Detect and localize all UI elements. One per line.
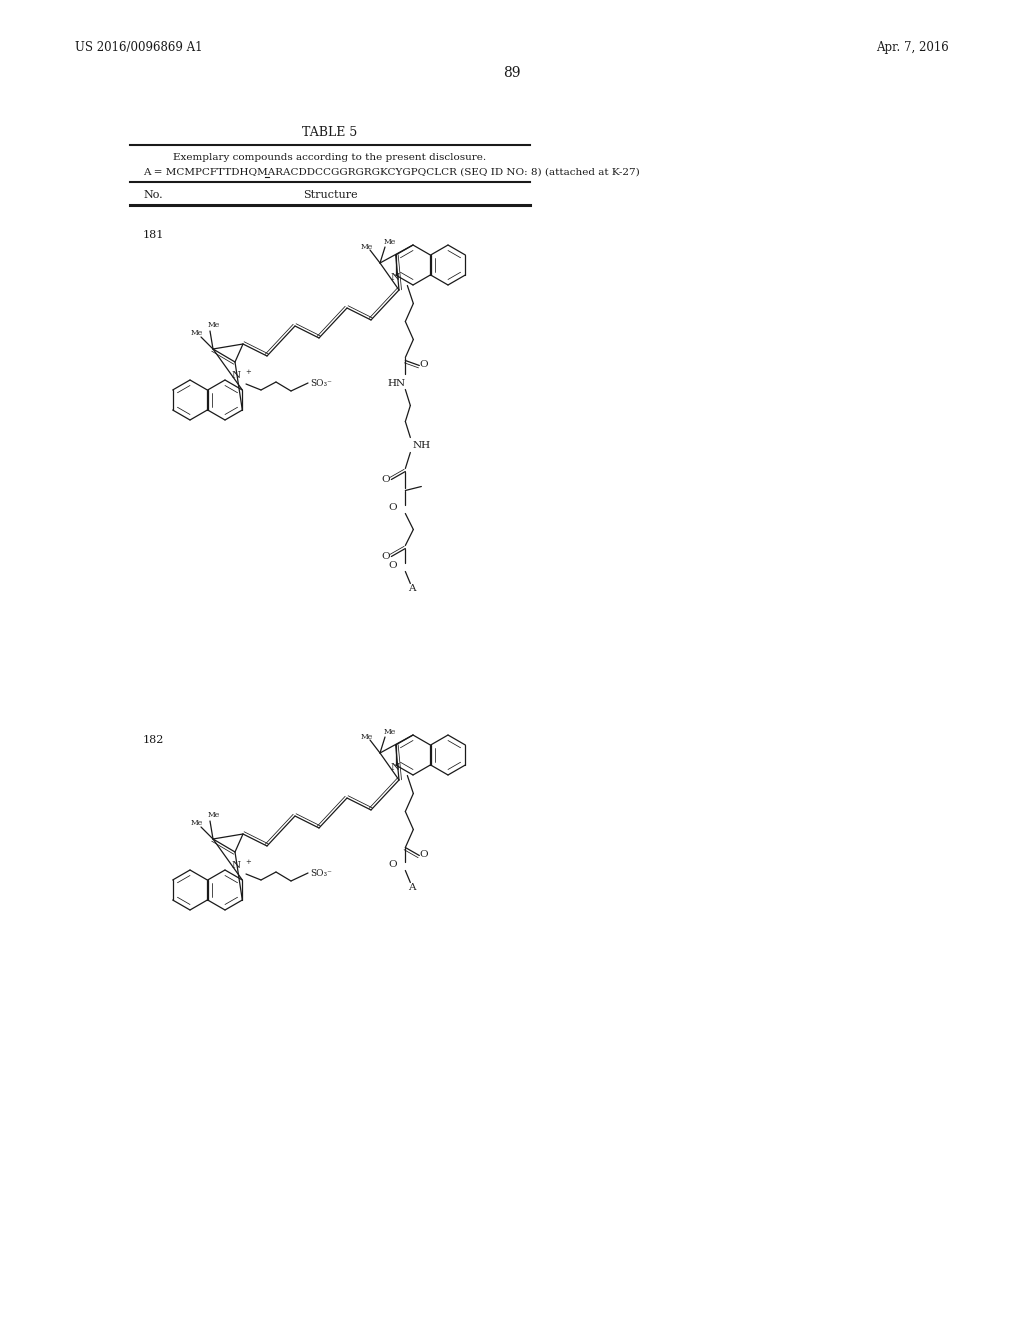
Text: O: O <box>381 475 390 484</box>
Text: SO₃⁻: SO₃⁻ <box>310 379 332 388</box>
Text: A: A <box>409 883 416 892</box>
Text: +: + <box>245 368 251 376</box>
Text: 181: 181 <box>143 230 165 240</box>
Text: Me: Me <box>361 243 374 251</box>
Text: N: N <box>391 763 400 772</box>
Text: O: O <box>389 861 397 869</box>
Text: No.: No. <box>143 190 163 201</box>
Text: N: N <box>231 862 241 870</box>
Text: TABLE 5: TABLE 5 <box>302 127 357 140</box>
Text: O: O <box>389 503 397 512</box>
Text: Exemplary compounds according to the present disclosure.: Exemplary compounds according to the pre… <box>173 153 486 161</box>
Text: O: O <box>381 552 390 561</box>
Text: SO₃⁻: SO₃⁻ <box>310 869 332 878</box>
Text: O: O <box>420 850 428 859</box>
Text: A = MCMPCFTTDHQMARACDDCCGGRGRGKCYGPQCLCR (SEQ ID NO: 8) (attached at K-27): A = MCMPCFTTDHQMARACDDCCGGRGRGKCYGPQCLCR… <box>143 168 640 177</box>
Text: +: + <box>245 858 251 866</box>
Text: NH: NH <box>413 441 430 450</box>
Text: Me: Me <box>208 321 220 329</box>
Text: US 2016/0096869 A1: US 2016/0096869 A1 <box>75 41 203 54</box>
Text: N: N <box>391 273 400 282</box>
Text: Apr. 7, 2016: Apr. 7, 2016 <box>877 41 949 54</box>
Text: A: A <box>409 583 416 593</box>
Text: Structure: Structure <box>303 190 357 201</box>
Text: Me: Me <box>384 729 396 737</box>
Text: 89: 89 <box>503 66 521 81</box>
Text: Me: Me <box>361 733 374 741</box>
Text: 182: 182 <box>143 735 165 744</box>
Text: Me: Me <box>384 238 396 246</box>
Text: Me: Me <box>191 329 203 337</box>
Text: O: O <box>389 561 397 570</box>
Text: HN: HN <box>387 379 406 388</box>
Text: Me: Me <box>208 810 220 818</box>
Text: Me: Me <box>191 818 203 828</box>
Text: O: O <box>420 360 428 370</box>
Text: N: N <box>231 371 241 380</box>
